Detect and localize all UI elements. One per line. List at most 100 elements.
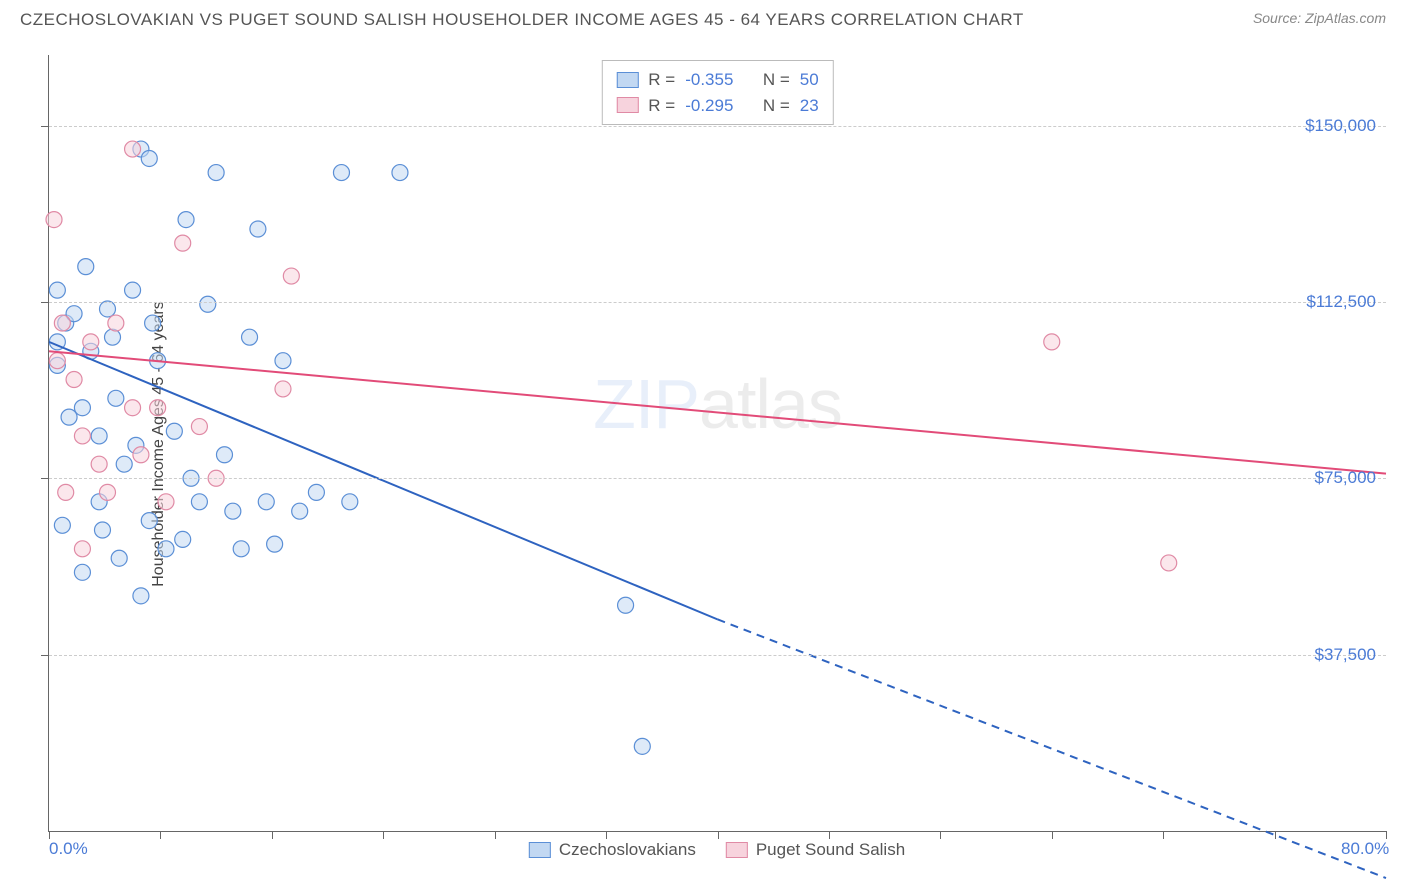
- scatter-point: [49, 282, 65, 298]
- scatter-point: [233, 541, 249, 557]
- scatter-point: [1161, 555, 1177, 571]
- x-tick-label: 0.0%: [49, 839, 88, 859]
- scatter-point: [141, 150, 157, 166]
- x-tick: [718, 831, 719, 839]
- scatter-point: [99, 301, 115, 317]
- stat-r-value: -0.295: [685, 93, 733, 119]
- scatter-point: [392, 165, 408, 181]
- scatter-plot-svg: [49, 55, 1386, 831]
- scatter-point: [191, 419, 207, 435]
- x-tick: [829, 831, 830, 839]
- scatter-point: [141, 513, 157, 529]
- scatter-point: [618, 597, 634, 613]
- y-tick: [41, 302, 49, 303]
- scatter-point: [175, 531, 191, 547]
- x-tick: [495, 831, 496, 839]
- legend-swatch: [529, 842, 551, 858]
- scatter-point: [74, 564, 90, 580]
- x-tick: [606, 831, 607, 839]
- x-tick: [1275, 831, 1276, 839]
- scatter-point: [74, 428, 90, 444]
- chart-header: CZECHOSLOVAKIAN VS PUGET SOUND SALISH HO…: [0, 0, 1406, 30]
- stat-r-label: R =: [648, 93, 675, 119]
- scatter-point: [175, 235, 191, 251]
- stat-r-label: R =: [648, 67, 675, 93]
- x-tick: [1052, 831, 1053, 839]
- bottom-legend: Czechoslovakians Puget Sound Salish: [529, 840, 905, 860]
- source-label: Source: ZipAtlas.com: [1253, 10, 1386, 26]
- scatter-point: [74, 400, 90, 416]
- scatter-point: [125, 141, 141, 157]
- plot-container: Householder Income Ages 45 - 64 years ZI…: [48, 55, 1386, 832]
- scatter-point: [191, 494, 207, 510]
- scatter-point: [275, 353, 291, 369]
- x-tick-label: 80.0%: [1341, 839, 1389, 859]
- chart-title: CZECHOSLOVAKIAN VS PUGET SOUND SALISH HO…: [20, 10, 1024, 30]
- scatter-point: [158, 541, 174, 557]
- scatter-point: [54, 315, 70, 331]
- y-tick: [41, 655, 49, 656]
- x-tick: [1163, 831, 1164, 839]
- plot-area: ZIPatlas R =-0.355 N =50R =-0.295 N =23 …: [48, 55, 1386, 832]
- x-tick: [49, 831, 50, 839]
- legend-swatch: [616, 97, 638, 113]
- y-tick-label: $112,500: [1306, 292, 1376, 312]
- scatter-point: [83, 334, 99, 350]
- y-tick-label: $37,500: [1315, 645, 1376, 665]
- legend-item: Puget Sound Salish: [726, 840, 905, 860]
- scatter-point: [99, 484, 115, 500]
- scatter-point: [61, 409, 77, 425]
- x-tick: [940, 831, 941, 839]
- scatter-point: [208, 165, 224, 181]
- scatter-point: [125, 400, 141, 416]
- scatter-point: [108, 390, 124, 406]
- x-tick: [1386, 831, 1387, 839]
- scatter-point: [108, 315, 124, 331]
- scatter-point: [91, 428, 107, 444]
- scatter-point: [342, 494, 358, 510]
- scatter-point: [125, 282, 141, 298]
- stat-n-value: 23: [800, 93, 819, 119]
- scatter-point: [54, 517, 70, 533]
- scatter-point: [283, 268, 299, 284]
- stat-r-value: -0.355: [685, 67, 733, 93]
- scatter-point: [105, 329, 121, 345]
- scatter-point: [308, 484, 324, 500]
- y-tick: [41, 478, 49, 479]
- stat-n-label: N =: [763, 93, 790, 119]
- scatter-point: [178, 212, 194, 228]
- scatter-point: [275, 381, 291, 397]
- scatter-point: [91, 456, 107, 472]
- scatter-point: [133, 588, 149, 604]
- grid-line: [49, 655, 1386, 656]
- regression-line: [49, 342, 718, 619]
- grid-line: [49, 302, 1386, 303]
- scatter-point: [49, 353, 65, 369]
- scatter-point: [267, 536, 283, 552]
- scatter-point: [634, 738, 650, 754]
- scatter-point: [116, 456, 132, 472]
- stats-row: R = -0.295 N = 23: [616, 93, 818, 119]
- scatter-point: [58, 484, 74, 500]
- scatter-point: [94, 522, 110, 538]
- scatter-point: [1044, 334, 1060, 350]
- y-tick: [41, 126, 49, 127]
- stats-legend-box: R = -0.355 N = 50 R = -0.295 N = 23: [601, 60, 833, 125]
- scatter-point: [78, 259, 94, 275]
- scatter-point: [133, 447, 149, 463]
- scatter-point: [111, 550, 127, 566]
- scatter-point: [292, 503, 308, 519]
- legend-item: Czechoslovakians: [529, 840, 696, 860]
- scatter-point: [46, 212, 62, 228]
- stat-n-label: N =: [763, 67, 790, 93]
- scatter-point: [333, 165, 349, 181]
- x-tick: [383, 831, 384, 839]
- scatter-point: [242, 329, 258, 345]
- stats-row: R = -0.355 N = 50: [616, 67, 818, 93]
- stat-n-value: 50: [800, 67, 819, 93]
- scatter-point: [166, 423, 182, 439]
- y-tick-label: $150,000: [1305, 116, 1376, 136]
- scatter-point: [74, 541, 90, 557]
- scatter-point: [200, 296, 216, 312]
- x-tick: [160, 831, 161, 839]
